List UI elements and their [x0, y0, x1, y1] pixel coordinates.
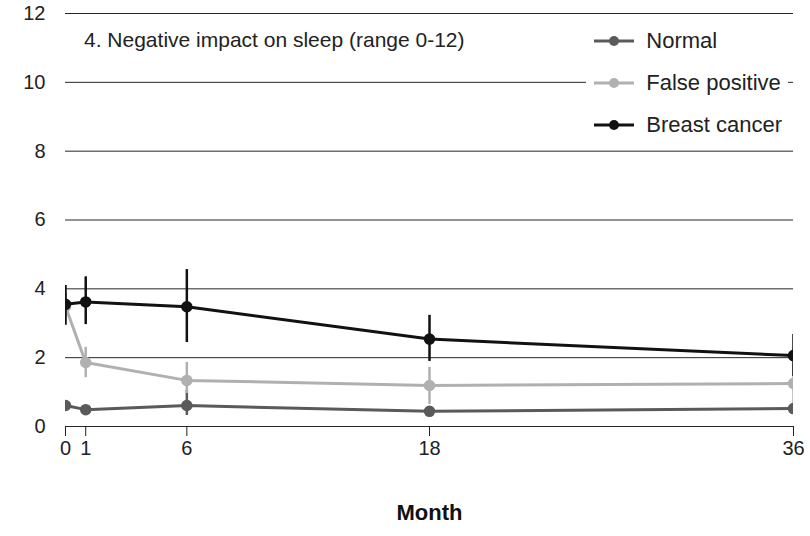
- svg-text:36: 36: [782, 437, 804, 459]
- html-text:4. Negative impact on sleep (r: 4. Negative impact on sleep (range 0-12): [84, 28, 465, 51]
- svg-text:8: 8: [34, 140, 45, 162]
- svg-text:12: 12: [23, 2, 45, 24]
- svg-text:0: 0: [34, 415, 45, 437]
- svg-text:10: 10: [23, 71, 45, 93]
- svg-text:6: 6: [34, 208, 45, 230]
- html-text:False positive: False positive: [646, 70, 781, 95]
- html-text:Breast cancer: Breast cancer: [646, 112, 782, 137]
- svg-text:Month: Month: [397, 500, 463, 525]
- svg-text:1: 1: [80, 437, 91, 459]
- svg-text:6: 6: [181, 437, 192, 459]
- svg-text:18: 18: [418, 437, 440, 459]
- svg-text:0: 0: [60, 437, 71, 459]
- svg-text:4: 4: [34, 277, 45, 299]
- svg-text:2: 2: [34, 346, 45, 368]
- html-text:Normal: Normal: [646, 28, 718, 53]
